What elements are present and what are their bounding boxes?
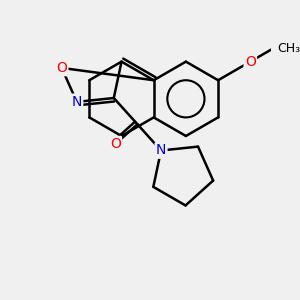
Text: O: O — [245, 55, 256, 69]
Text: O: O — [110, 137, 121, 151]
Text: N: N — [72, 95, 82, 109]
Text: N: N — [156, 143, 166, 158]
Text: O: O — [56, 61, 67, 75]
Text: CH₃: CH₃ — [277, 42, 300, 55]
